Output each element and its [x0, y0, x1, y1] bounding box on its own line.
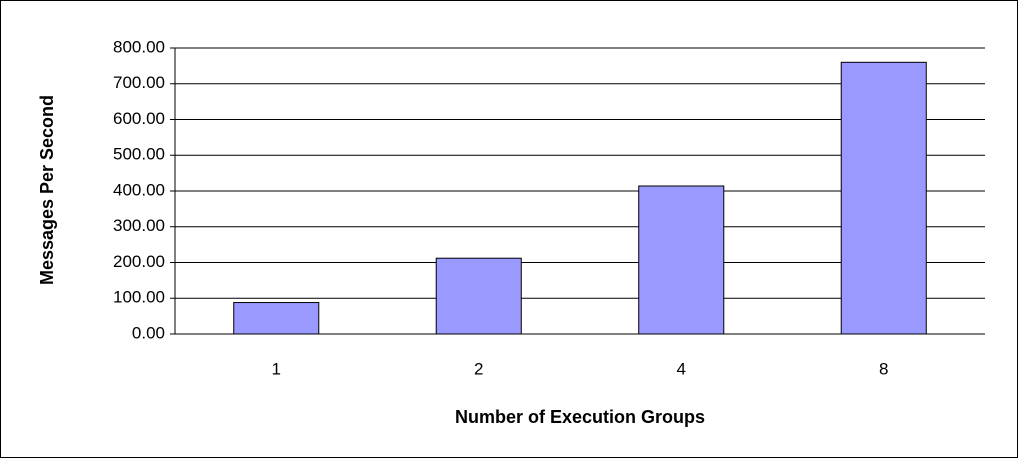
- x-tick-label: 2: [474, 359, 483, 378]
- y-tick-label: 100.00: [113, 288, 165, 307]
- y-axis-title: Messages Per Second: [37, 95, 57, 285]
- y-tick-label: 0.00: [132, 323, 165, 342]
- y-tick-label: 600.00: [113, 109, 165, 128]
- x-tick-label: 4: [677, 359, 686, 378]
- y-tick-label: 200.00: [113, 252, 165, 271]
- bar: [435, 257, 522, 335]
- bar: [638, 185, 725, 335]
- bar: [233, 302, 320, 335]
- y-tick-label: 800.00: [113, 37, 165, 56]
- bar: [840, 61, 927, 335]
- x-tick-label: 1: [272, 359, 281, 378]
- y-tick-label: 700.00: [113, 73, 165, 92]
- x-tick-label: 8: [879, 359, 888, 378]
- y-tick-label: 500.00: [113, 145, 165, 164]
- y-tick-label: 300.00: [113, 216, 165, 235]
- x-axis-title: Number of Execution Groups: [455, 407, 705, 427]
- y-tick-label: 400.00: [113, 180, 165, 199]
